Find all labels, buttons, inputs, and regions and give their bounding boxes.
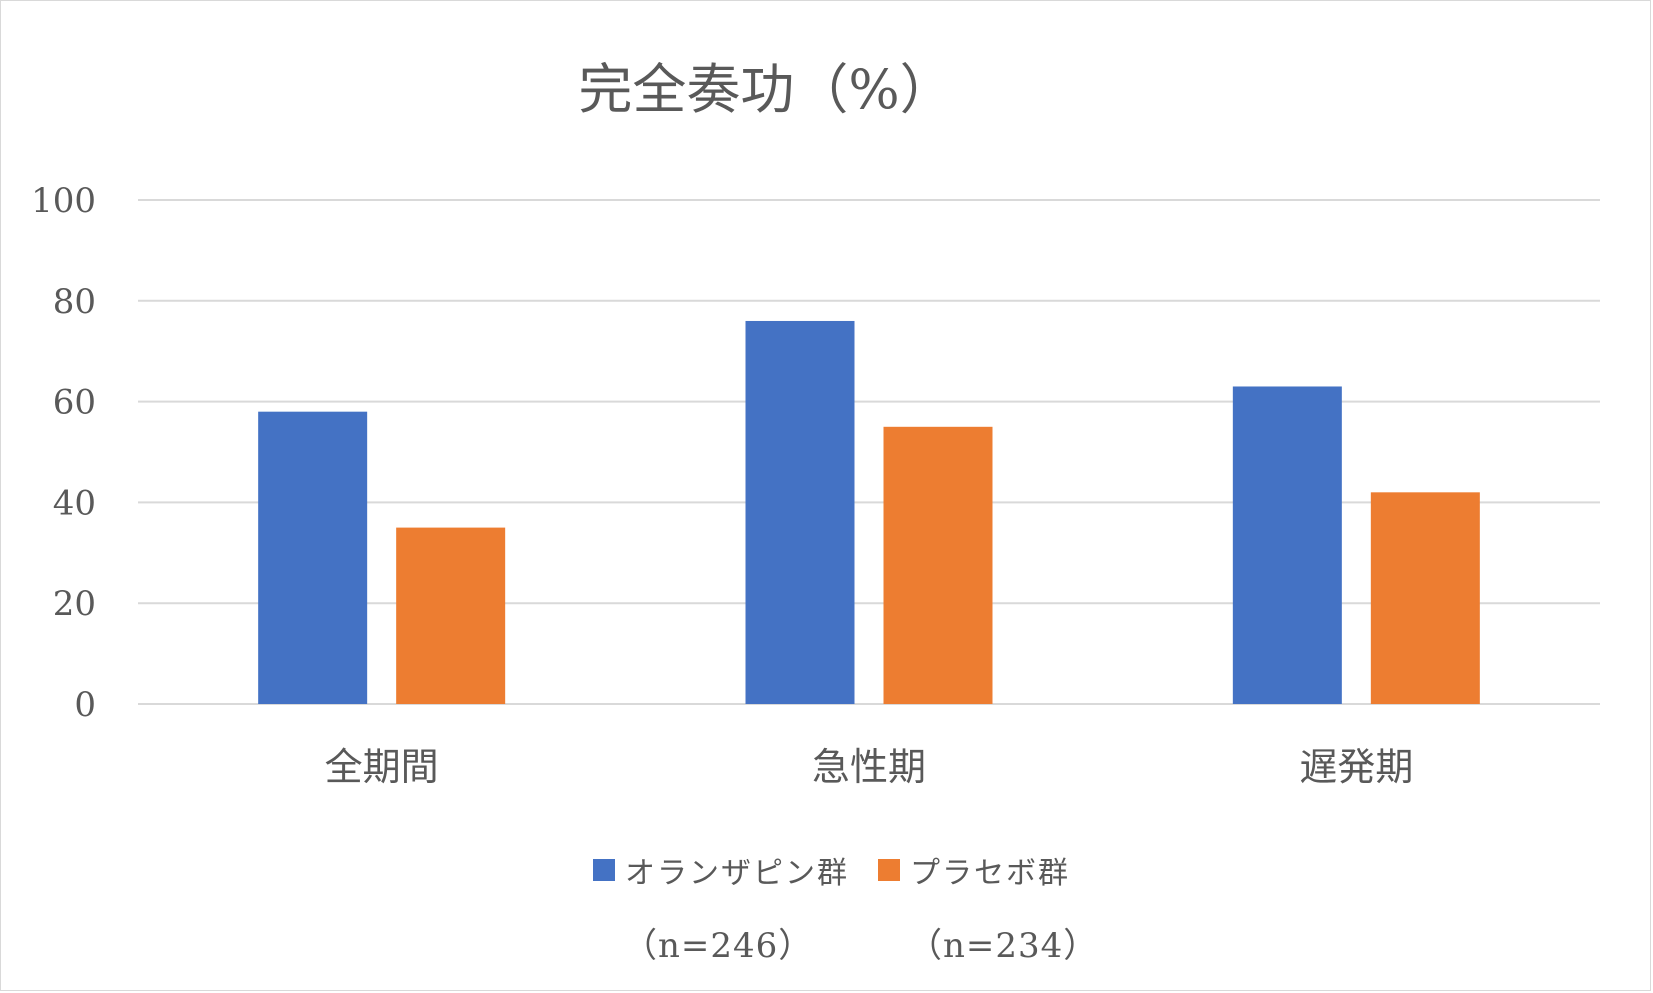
y-axis-tick-labels: 0 20 40 60 80 100 bbox=[31, 181, 96, 725]
legend-item-series-2: プラセボ群 （n=234） bbox=[878, 848, 1098, 967]
legend: オランザピン群 （n=246） プラセボ群 （n=234） bbox=[0, 848, 1653, 968]
legend-label-series-1: オランザピン群 bbox=[625, 856, 849, 891]
bar-series-1-category-3 bbox=[1232, 386, 1342, 704]
y-tick-label: 20 bbox=[53, 584, 96, 624]
bar-series-2-category-1 bbox=[396, 527, 506, 704]
legend-n-series-1: （n=246） bbox=[623, 926, 814, 966]
bar-series-2-category-3 bbox=[1370, 492, 1480, 704]
legend-label-series-2: プラセボ群 bbox=[910, 856, 1070, 891]
bar-series-1-category-2 bbox=[745, 320, 855, 704]
y-tick-label: 60 bbox=[53, 383, 96, 423]
x-category-label: 急性期 bbox=[812, 745, 926, 789]
bar-series-1-category-1 bbox=[258, 411, 368, 704]
legend-swatch-blue bbox=[593, 859, 615, 881]
bar-series-2-category-2 bbox=[883, 426, 993, 704]
gridlines bbox=[138, 199, 1600, 705]
y-tick-label: 80 bbox=[53, 282, 96, 322]
y-tick-label: 40 bbox=[53, 483, 96, 523]
legend-item-series-1: オランザピン群 （n=246） bbox=[593, 848, 849, 967]
legend-n-series-2: （n=234） bbox=[908, 926, 1099, 966]
x-axis-category-labels: 全期間 急性期 遅発期 bbox=[325, 745, 1414, 789]
legend-swatch-orange bbox=[878, 859, 900, 881]
x-category-label: 遅発期 bbox=[1299, 745, 1413, 789]
y-tick-label: 100 bbox=[31, 181, 96, 221]
x-category-label: 全期間 bbox=[325, 745, 439, 789]
bars bbox=[258, 320, 1480, 704]
chart-title: 完全奏功（%） bbox=[578, 58, 953, 121]
y-tick-label: 0 bbox=[74, 685, 96, 725]
